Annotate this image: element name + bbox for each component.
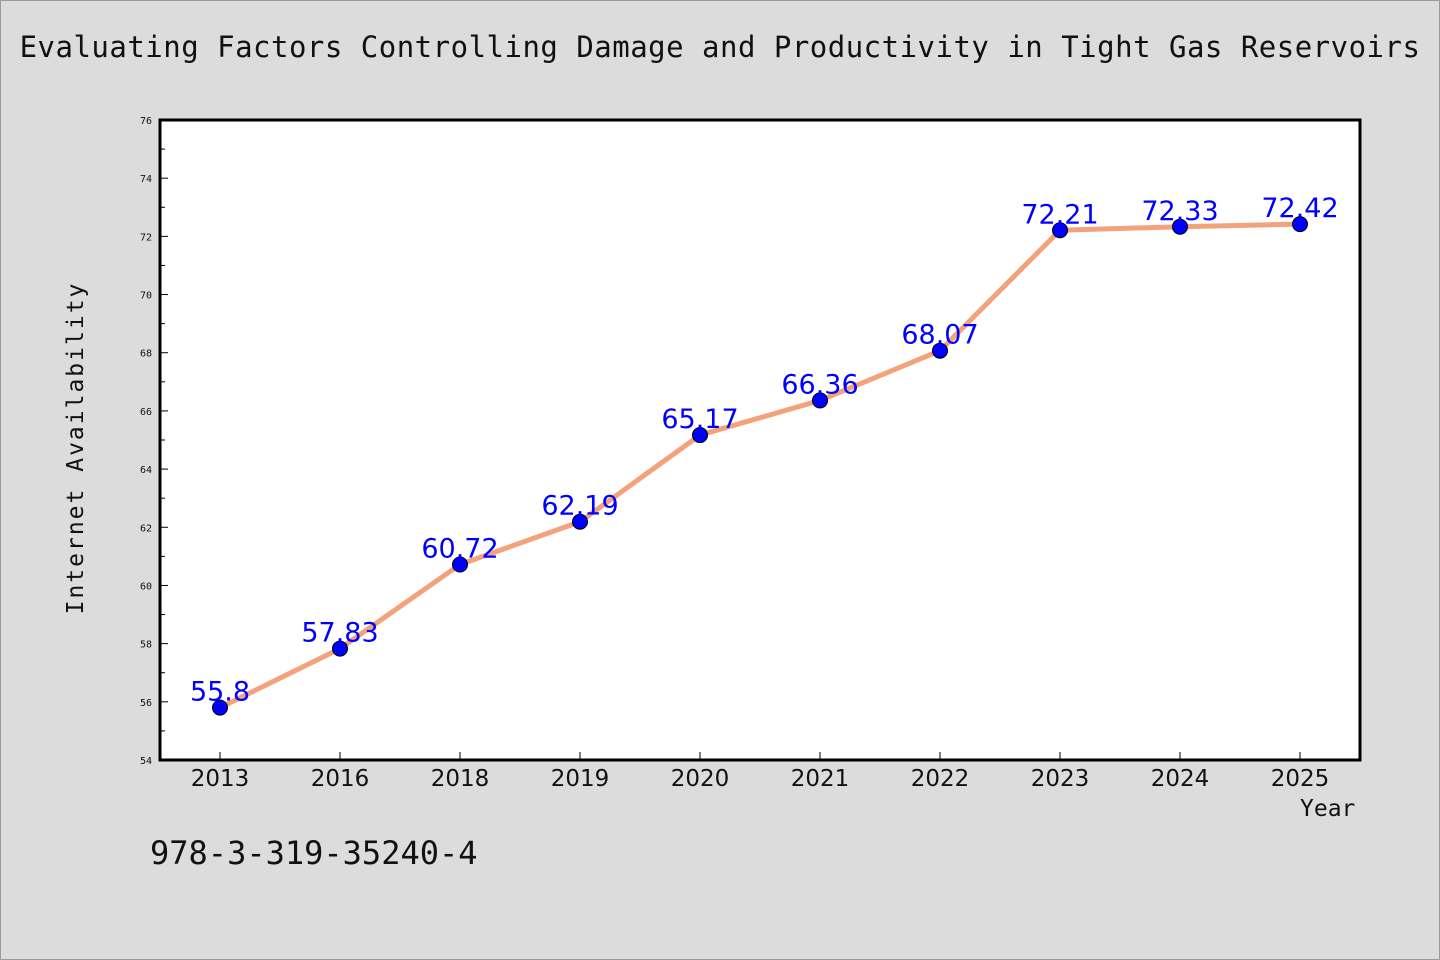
footer-isbn: 978-3-319-35240-4: [150, 834, 478, 872]
y-tick-label: 62: [140, 523, 152, 534]
chart-title: Evaluating Factors Controlling Damage an…: [19, 30, 1421, 64]
data-point: [212, 699, 228, 716]
x-axis-label: Year: [1300, 796, 1356, 822]
data-point: [1292, 216, 1308, 233]
data-point: [1172, 218, 1188, 235]
data-label: 62.19: [541, 491, 618, 522]
data-label: 68.07: [901, 320, 978, 351]
y-tick-label: 54: [140, 756, 152, 767]
x-tick-label: 2023: [1031, 766, 1090, 792]
x-tick-label: 2016: [311, 766, 370, 792]
data-point: [692, 427, 708, 444]
data-label: 60.72: [421, 534, 498, 565]
y-tick-label: 76: [140, 116, 152, 127]
y-tick-label: 68: [140, 349, 152, 360]
x-tick-label: 2013: [191, 766, 250, 792]
data-point: [572, 513, 588, 530]
y-tick-label: 66: [140, 407, 152, 418]
series-line: [217, 221, 1303, 711]
data-point: [452, 556, 468, 573]
x-tick-label: 2019: [551, 766, 610, 792]
data-label: 72.33: [1141, 196, 1218, 227]
x-tick-label: 2018: [431, 766, 490, 792]
y-tick-label: 72: [140, 232, 152, 243]
data-label: 66.36: [781, 369, 858, 400]
data-label: 65.17: [661, 404, 738, 435]
y-tick-label: 56: [140, 698, 152, 709]
data-label: 72.21: [1021, 199, 1098, 230]
data-point: [932, 342, 948, 359]
y-tick-label: 64: [140, 465, 152, 476]
y-tick-label: 58: [140, 640, 152, 651]
x-tick-label: 2024: [1151, 766, 1210, 792]
data-label: 57.83: [301, 618, 378, 649]
y-tick-label: 74: [140, 174, 152, 185]
x-tick-label: 2022: [911, 766, 970, 792]
y-tick-label: 70: [140, 291, 152, 302]
x-tick-label: 2021: [791, 766, 850, 792]
data-point: [1052, 222, 1068, 239]
y-tick-label: 60: [140, 581, 152, 592]
data-point: [812, 392, 828, 409]
data-point: [332, 640, 348, 657]
data-label: 55.8: [190, 677, 250, 708]
x-tick-label: 2025: [1271, 766, 1330, 792]
data-label: 72.42: [1261, 193, 1338, 224]
x-tick-label: 2020: [671, 766, 730, 792]
